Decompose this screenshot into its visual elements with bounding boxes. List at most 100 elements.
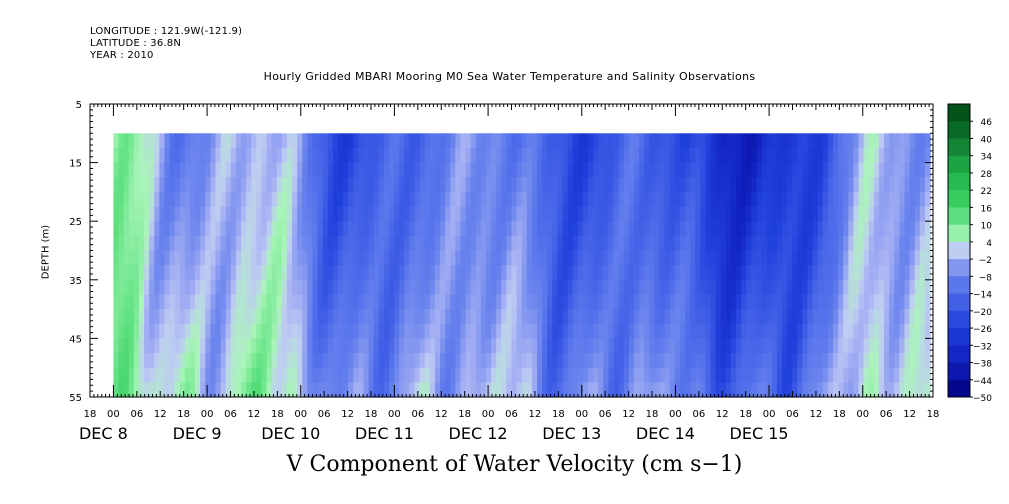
heatmap-cell: [496, 382, 502, 398]
heatmap-cell: [863, 382, 870, 398]
heatmap-cell: [281, 206, 288, 222]
heatmap-cell: [348, 177, 354, 193]
y-tick-label: 45: [69, 334, 82, 345]
heatmap-cell: [149, 133, 155, 149]
heatmap-cell: [557, 147, 564, 164]
heatmap-cell: [251, 294, 257, 310]
heatmap-cell: [628, 265, 635, 281]
heatmap-cell: [465, 235, 472, 252]
heatmap-cell: [838, 338, 844, 354]
heatmap-cell: [348, 265, 354, 281]
heatmap-cell: [113, 250, 120, 266]
heatmap-cell: [373, 235, 380, 252]
heatmap-cell: [383, 338, 390, 354]
heatmap-cell: [802, 265, 809, 281]
heatmap-cell: [812, 294, 819, 310]
heatmap-cell: [312, 323, 319, 339]
heatmap-cell: [889, 353, 895, 369]
heatmap-cell: [230, 309, 237, 325]
heatmap-cell: [118, 294, 125, 310]
heatmap-cell: [501, 133, 507, 149]
heatmap-cell: [705, 221, 712, 237]
heatmap-cell: [133, 323, 140, 339]
heatmap-cell: [419, 323, 426, 339]
heatmap-cell: [394, 309, 400, 325]
heatmap-cell: [297, 191, 303, 208]
heatmap-cell: [751, 382, 758, 398]
heatmap-cell: [118, 338, 125, 354]
heatmap-cell: [389, 147, 395, 164]
heatmap-cell: [440, 235, 446, 252]
heatmap-cell: [251, 382, 257, 398]
heatmap-cell: [623, 265, 630, 281]
heatmap-cell: [292, 265, 298, 281]
heatmap-cell: [164, 235, 171, 252]
heatmap-cell: [133, 147, 140, 164]
heatmap-cell: [368, 221, 375, 237]
heatmap-cell: [317, 309, 324, 325]
heatmap-cell: [235, 294, 242, 310]
heatmap-cell: [261, 367, 268, 383]
heatmap-cell: [297, 338, 303, 354]
heatmap-cell: [644, 309, 650, 325]
heatmap-cell: [123, 250, 130, 266]
heatmap-cell: [205, 353, 211, 369]
heatmap-cell: [404, 382, 411, 398]
heatmap-cell: [368, 191, 375, 208]
heatmap-cell: [588, 382, 594, 398]
heatmap-cell: [220, 250, 227, 266]
heatmap-cell: [154, 338, 160, 354]
heatmap-cell: [389, 323, 395, 339]
heatmap-cell: [358, 235, 365, 252]
heatmap-cell: [679, 235, 686, 252]
colorbar-label: −38: [973, 360, 992, 370]
heatmap-cell: [542, 367, 548, 383]
heatmap-cell: [409, 221, 416, 237]
heatmap-cell: [511, 162, 518, 178]
heatmap-cell: [685, 353, 691, 369]
heatmap-cell: [276, 382, 283, 398]
heatmap-cell: [603, 338, 610, 354]
heatmap-cell: [838, 323, 844, 339]
heatmap-cell: [705, 279, 712, 296]
heatmap-cell: [802, 235, 809, 252]
heatmap-cell: [496, 353, 502, 369]
heatmap-cell: [577, 367, 584, 383]
heatmap-cell: [741, 338, 747, 354]
heatmap-cell: [113, 294, 120, 310]
heatmap-cell: [822, 338, 829, 354]
heatmap-cell: [511, 235, 518, 252]
heatmap-cell: [138, 367, 145, 383]
heatmap-cell: [485, 265, 492, 281]
x-hour-label: 06: [505, 409, 518, 420]
heatmap-cell: [332, 353, 339, 369]
heatmap-cell: [179, 206, 186, 222]
heatmap-cell: [184, 323, 191, 339]
heatmap-cell: [394, 162, 400, 178]
heatmap-cell: [710, 382, 717, 398]
heatmap-cell: [725, 338, 732, 354]
heatmap-cell: [685, 206, 691, 222]
heatmap-cell: [276, 191, 283, 208]
heatmap-cell: [261, 206, 268, 222]
heatmap-cell: [725, 191, 732, 208]
heatmap-cell: [899, 279, 906, 296]
heatmap-cell: [455, 382, 462, 398]
heatmap-cell: [674, 162, 681, 178]
heatmap-cell: [506, 323, 513, 339]
heatmap-cell: [184, 191, 191, 208]
heatmap-cell: [251, 235, 257, 252]
heatmap-cell: [195, 353, 201, 369]
heatmap-cell: [552, 382, 559, 398]
heatmap-cell: [496, 250, 502, 266]
heatmap-cell: [552, 294, 559, 310]
heatmap-cell: [542, 191, 548, 208]
heatmap-cell: [613, 206, 620, 222]
heatmap-cell: [817, 133, 824, 149]
heatmap-cell: [598, 367, 604, 383]
heatmap-cell: [302, 367, 308, 383]
heatmap-cell: [480, 177, 487, 193]
heatmap-cell: [848, 177, 855, 193]
heatmap-cell: [715, 265, 722, 281]
heatmap-cell: [526, 250, 533, 266]
